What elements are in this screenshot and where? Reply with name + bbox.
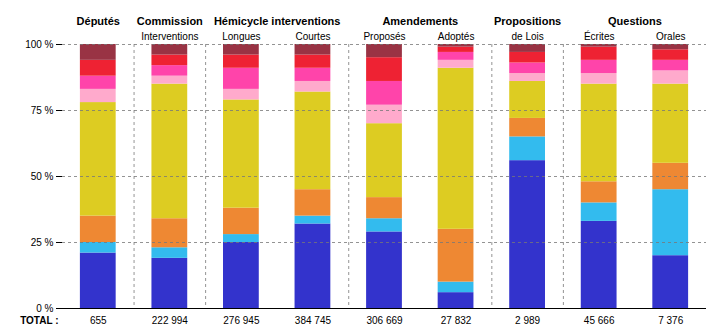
svg-text:Commission: Commission [137,15,203,27]
svg-text:Courtes: Courtes [295,31,330,42]
svg-text:Députés: Députés [77,15,120,27]
svg-text:0 %: 0 % [36,303,53,314]
svg-text:45 666: 45 666 [584,315,615,326]
svg-text:Amendements: Amendements [382,15,458,27]
svg-text:Questions: Questions [608,15,662,27]
svg-text:Propositions: Propositions [494,15,561,27]
svg-text:Hémicycle interventions: Hémicycle interventions [214,15,341,27]
svg-text:50 %: 50 % [31,171,54,182]
svg-text:655: 655 [90,315,107,326]
svg-text:306 669: 306 669 [366,315,403,326]
svg-text:75 %: 75 % [31,105,54,116]
svg-text:2 989: 2 989 [515,315,540,326]
svg-text:276 945: 276 945 [223,315,260,326]
svg-text:222 994: 222 994 [152,315,189,326]
svg-text:Adoptés: Adoptés [438,31,475,42]
svg-text:384 745: 384 745 [295,315,332,326]
svg-text:Écrites: Écrites [584,30,615,42]
svg-text:100 %: 100 % [25,39,53,50]
svg-text:Longues: Longues [222,31,260,42]
svg-text:7 376: 7 376 [658,315,683,326]
svg-text:27 832: 27 832 [441,315,472,326]
svg-text:Interventions: Interventions [141,31,198,42]
svg-text:Proposés: Proposés [363,31,405,42]
svg-text:de Lois: de Lois [511,31,543,42]
svg-text:Orales: Orales [656,31,685,42]
svg-text:TOTAL :: TOTAL : [20,315,58,326]
svg-text:25 %: 25 % [31,237,54,248]
